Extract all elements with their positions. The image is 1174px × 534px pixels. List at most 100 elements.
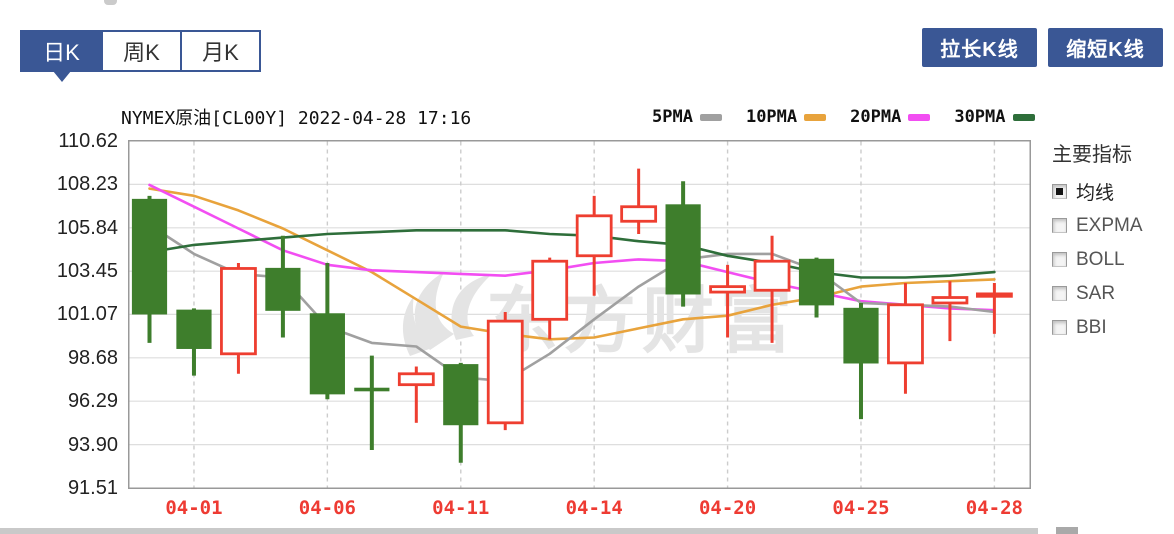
candle-body <box>531 259 569 321</box>
y-tick-label: 108.23 <box>56 173 118 196</box>
y-tick-label: 91.51 <box>67 477 118 499</box>
candlestick-plot[interactable]: 东方财富 <box>128 140 1031 489</box>
indicator-label: EXPMA <box>1076 214 1143 236</box>
candle-body <box>709 285 746 294</box>
candle-body <box>798 258 835 306</box>
x-tick-label: 04-14 <box>565 497 623 519</box>
indicator-option-BBI[interactable]: BBI <box>1052 317 1174 338</box>
legend-label: 5PMA <box>652 107 693 127</box>
candle-03-31[interactable] <box>131 195 168 343</box>
legend-item-30PMA: 30PMA <box>954 107 1035 127</box>
legend-color-swatch <box>1012 113 1035 121</box>
candle-04-11[interactable] <box>443 362 479 463</box>
indicator-panel: 主要指标 均线 EXPMA BOLL SAR BBI <box>1052 138 1174 351</box>
x-tick-label: 04-06 <box>298 497 356 519</box>
candle-04-25[interactable] <box>843 302 879 420</box>
indicator-option-SAR[interactable]: SAR <box>1052 283 1174 304</box>
shrink-kline-button[interactable]: 缩短K线 <box>1048 28 1163 67</box>
cropped-fragment-top <box>104 0 117 5</box>
legend-item-10PMA: 10PMA <box>745 107 827 127</box>
candle-04-28[interactable] <box>975 282 1013 334</box>
ma-line-10PMA <box>148 187 996 341</box>
candle-04-21[interactable] <box>753 235 791 343</box>
candle-04-06[interactable] <box>309 263 345 400</box>
legend-label: 10PMA <box>745 107 798 127</box>
candle-body <box>753 259 791 292</box>
checkbox-icon[interactable] <box>1052 218 1067 233</box>
price-axis: 110.62 108.23 105.84 103.45 101.07 98.68 96.29… <box>0 0 121 534</box>
candle-04-08[interactable] <box>397 366 435 423</box>
indicator-option-EXPMA[interactable]: EXPMA <box>1052 215 1174 236</box>
bottom-divider <box>0 528 1038 534</box>
candle-04-26[interactable] <box>887 282 924 394</box>
legend-item-5PMA: 5PMA <box>652 107 722 127</box>
y-tick-label: 98.68 <box>67 346 118 369</box>
candle-body <box>887 303 924 365</box>
candle-body <box>397 372 435 387</box>
indicator-panel-heading: 主要指标 <box>1052 144 1132 166</box>
chart-title: NYMEX原油[CL00Y] 2022-04-28 17:16 <box>121 108 472 129</box>
indicator-label: BBI <box>1076 316 1107 338</box>
candle-body <box>843 307 879 364</box>
candle-04-14[interactable] <box>575 195 613 296</box>
eastmoney-logo-icon <box>402 296 432 356</box>
cropped-fragment-bottom <box>1056 527 1078 534</box>
tab-monthly-k[interactable]: 月K <box>180 32 259 70</box>
date-axis: 04-01 04-06 04-11 04-14 04-20 04-25 04-28 <box>0 497 1174 519</box>
legend-label: 20PMA <box>850 107 902 127</box>
y-tick-label: 110.62 <box>58 130 118 152</box>
candle-body <box>220 267 257 356</box>
candle-body <box>265 267 301 311</box>
legend-color-swatch <box>804 113 827 121</box>
kline-scale-buttons: 拉长K线 缩短K线 <box>922 28 1163 67</box>
y-tick-label: 93.90 <box>67 433 118 456</box>
indicator-option-均线[interactable]: 均线 <box>1052 181 1174 204</box>
x-tick-label: 04-11 <box>432 497 490 519</box>
tab-daily-k[interactable]: 日K <box>22 32 101 82</box>
checkbox-icon[interactable] <box>1052 286 1067 301</box>
indicator-label: BOLL <box>1076 248 1125 270</box>
candle-04-18[interactable] <box>620 168 658 234</box>
legend-label: 30PMA <box>954 107 1006 127</box>
candle-body <box>575 214 613 258</box>
candle-body <box>486 319 524 425</box>
candle-04-22[interactable] <box>798 257 835 318</box>
legend-item-20PMA: 20PMA <box>850 107 931 127</box>
period-tab-bar: 日K 周K 月K <box>20 30 261 82</box>
candle-body <box>443 364 479 426</box>
candle-body <box>975 292 1013 298</box>
candle-body <box>309 313 345 395</box>
eastmoney-logo-icon <box>451 274 492 340</box>
candle-04-19[interactable] <box>665 181 701 307</box>
candle-body <box>354 387 390 392</box>
checkbox-icon[interactable] <box>1052 320 1067 335</box>
stretch-kline-button[interactable]: 拉长K线 <box>922 28 1037 67</box>
tab-weekly-k[interactable]: 周K <box>101 32 180 70</box>
candle-04-12[interactable] <box>486 312 524 431</box>
candle-body <box>176 309 212 349</box>
x-tick-label: 04-01 <box>165 497 223 519</box>
checkbox-icon[interactable] <box>1052 252 1067 267</box>
legend-color-swatch <box>908 113 931 121</box>
candle-04-27[interactable] <box>931 281 969 342</box>
candle-body <box>131 198 168 315</box>
eastmoney-watermark: 东方财富 <box>402 272 792 362</box>
plot-border <box>128 140 1031 489</box>
x-tick-label: 04-20 <box>698 497 757 519</box>
candle-04-04[interactable] <box>220 263 257 374</box>
candle-04-20[interactable] <box>709 264 746 338</box>
y-tick-label: 103.45 <box>56 260 118 283</box>
candle-04-07[interactable] <box>354 355 390 451</box>
indicator-option-BOLL[interactable]: BOLL <box>1052 249 1174 270</box>
y-tick-label: 96.29 <box>67 390 118 413</box>
x-tick-label: 04-25 <box>832 497 890 519</box>
ma-line-20PMA <box>148 183 996 312</box>
candle-04-05[interactable] <box>265 235 301 338</box>
candle-04-13[interactable] <box>531 257 569 340</box>
checkbox-icon[interactable] <box>1052 184 1067 199</box>
candle-04-01[interactable] <box>176 308 212 376</box>
candle-body <box>931 296 969 305</box>
y-tick-label: 101.07 <box>56 303 118 326</box>
ma-legend: 5PMA 10PMA 20PMA 30PMA <box>652 107 1035 127</box>
